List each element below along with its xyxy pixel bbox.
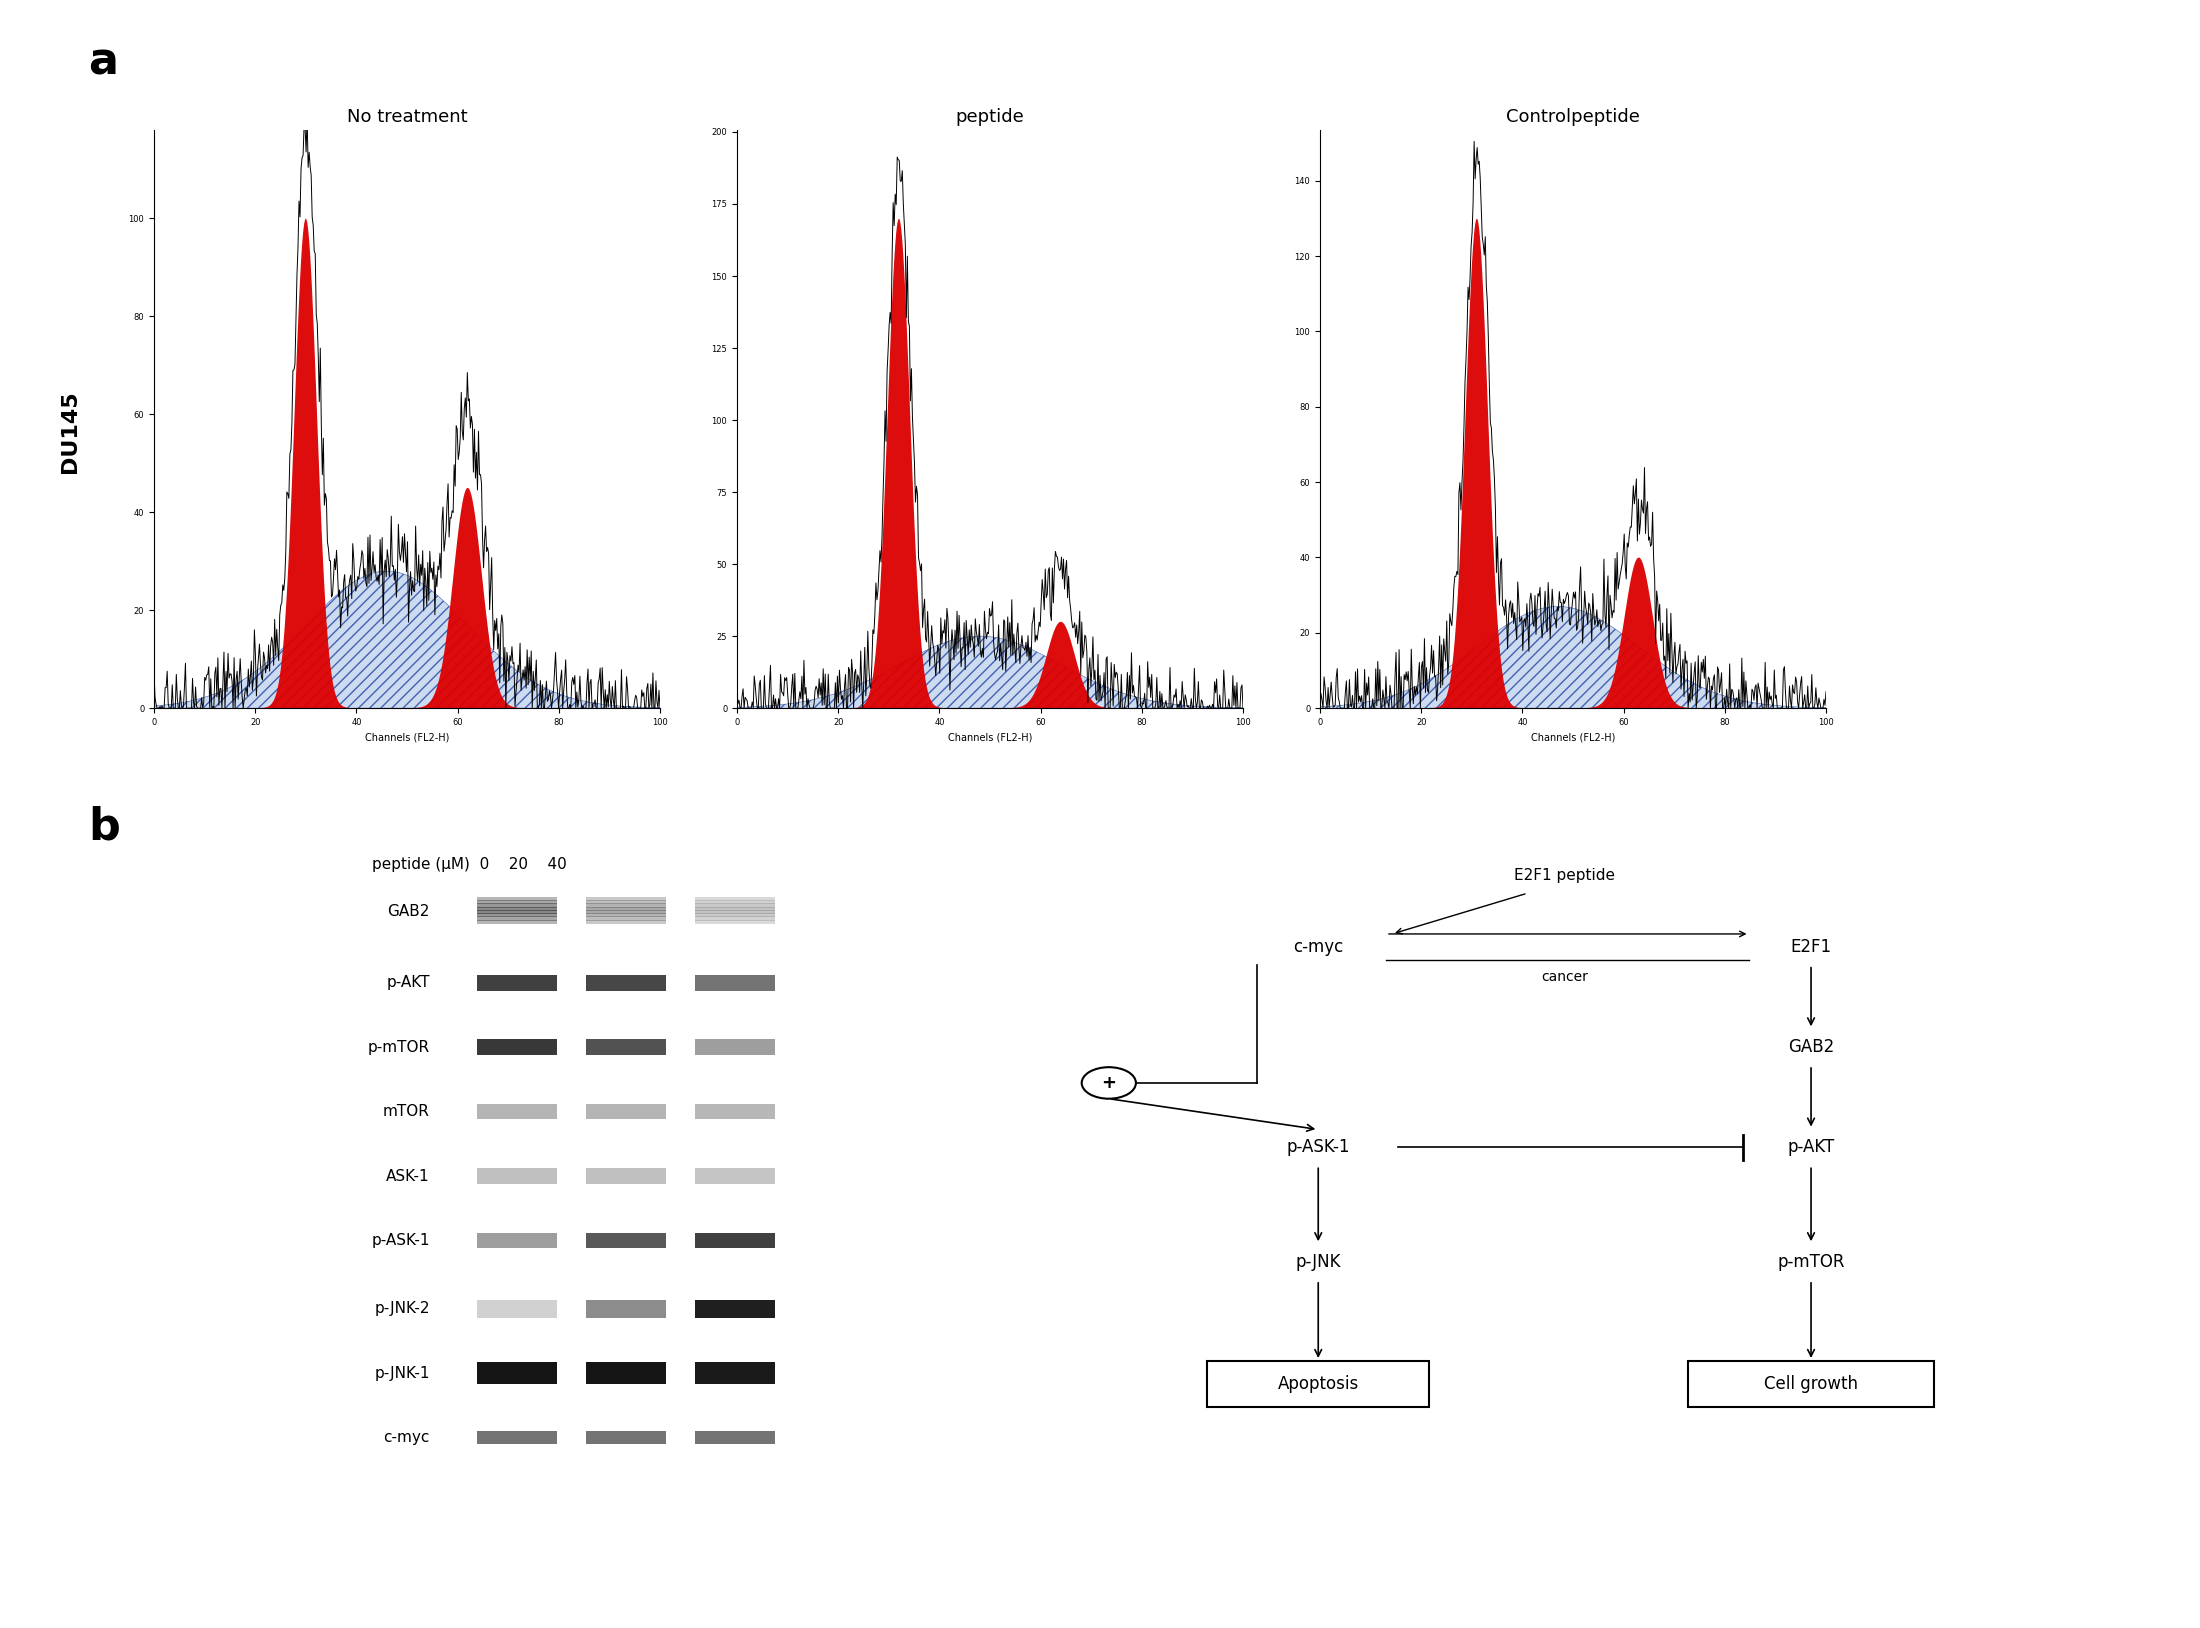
Text: p-ASK-1: p-ASK-1 [372, 1232, 429, 1249]
Text: Cell growth: Cell growth [1764, 1374, 1859, 1394]
Text: p-JNK-2: p-JNK-2 [374, 1301, 429, 1315]
Text: mTOR: mTOR [383, 1104, 429, 1118]
Text: DU145: DU145 [59, 391, 81, 472]
Bar [477, 1299, 557, 1317]
Bar [695, 975, 774, 990]
Bar [477, 913, 557, 917]
Bar [477, 897, 557, 900]
Text: +: + [1102, 1074, 1115, 1092]
Text: Apoptosis: Apoptosis [1278, 1374, 1360, 1394]
Bar [585, 917, 667, 921]
Bar [585, 1169, 667, 1184]
Title: No treatment: No treatment [348, 107, 466, 125]
Bar [695, 1039, 774, 1055]
Bar [585, 913, 667, 917]
Text: GAB2: GAB2 [1789, 1039, 1835, 1057]
Bar [585, 1232, 667, 1249]
X-axis label: Channels (FL2-H): Channels (FL2-H) [1531, 733, 1615, 742]
Bar [695, 920, 774, 925]
Text: p-mTOR: p-mTOR [367, 1040, 429, 1055]
Bar [585, 920, 667, 925]
Bar [477, 917, 557, 921]
Text: c-myc: c-myc [1294, 938, 1344, 956]
Bar [585, 1039, 667, 1055]
Bar [695, 1363, 774, 1384]
Bar [585, 907, 667, 910]
Text: p-AKT: p-AKT [387, 975, 429, 990]
Bar [695, 913, 774, 917]
Bar [695, 900, 774, 904]
Text: p-JNK: p-JNK [1296, 1254, 1342, 1271]
Bar [585, 904, 667, 907]
Bar [585, 1299, 667, 1317]
Text: p-ASK-1: p-ASK-1 [1287, 1138, 1351, 1156]
Bar [477, 920, 557, 925]
Bar [477, 1431, 557, 1444]
Bar [695, 904, 774, 907]
Bar [585, 900, 667, 904]
Bar [695, 1431, 774, 1444]
Bar [585, 975, 667, 990]
Text: cancer: cancer [1542, 970, 1588, 983]
Text: c-myc: c-myc [383, 1429, 429, 1446]
Bar [585, 1363, 667, 1384]
Title: Controlpeptide: Controlpeptide [1507, 107, 1639, 125]
Bar [585, 1431, 667, 1444]
Bar [695, 1104, 774, 1120]
Text: b: b [88, 806, 119, 848]
Text: E2F1: E2F1 [1791, 938, 1833, 956]
Bar [1208, 1361, 1430, 1407]
Bar [477, 1363, 557, 1384]
Bar [695, 917, 774, 921]
Bar [695, 907, 774, 910]
Bar [477, 1104, 557, 1120]
Text: E2F1 peptide: E2F1 peptide [1514, 868, 1615, 882]
Text: GAB2: GAB2 [387, 904, 429, 918]
Bar [477, 1169, 557, 1184]
X-axis label: Channels (FL2-H): Channels (FL2-H) [365, 733, 449, 742]
Bar [477, 904, 557, 907]
Bar [585, 910, 667, 913]
Text: peptide (μM)  0    20    40: peptide (μM) 0 20 40 [372, 858, 568, 873]
Bar [695, 897, 774, 900]
Bar [695, 1169, 774, 1184]
Title: peptide: peptide [955, 107, 1025, 125]
Bar [1687, 1361, 1934, 1407]
Bar [477, 1039, 557, 1055]
Text: p-JNK-1: p-JNK-1 [374, 1366, 429, 1381]
Bar [585, 1104, 667, 1120]
Bar [695, 1299, 774, 1317]
Bar [695, 1232, 774, 1249]
Bar [585, 897, 667, 900]
Bar [477, 1232, 557, 1249]
Text: p-mTOR: p-mTOR [1778, 1254, 1846, 1271]
Text: a: a [88, 41, 119, 83]
Bar [477, 975, 557, 990]
Text: p-AKT: p-AKT [1786, 1138, 1835, 1156]
Bar [477, 910, 557, 913]
X-axis label: Channels (FL2-H): Channels (FL2-H) [948, 733, 1032, 742]
Bar [477, 900, 557, 904]
Text: ASK-1: ASK-1 [387, 1169, 429, 1184]
Bar [477, 907, 557, 910]
Bar [695, 910, 774, 913]
